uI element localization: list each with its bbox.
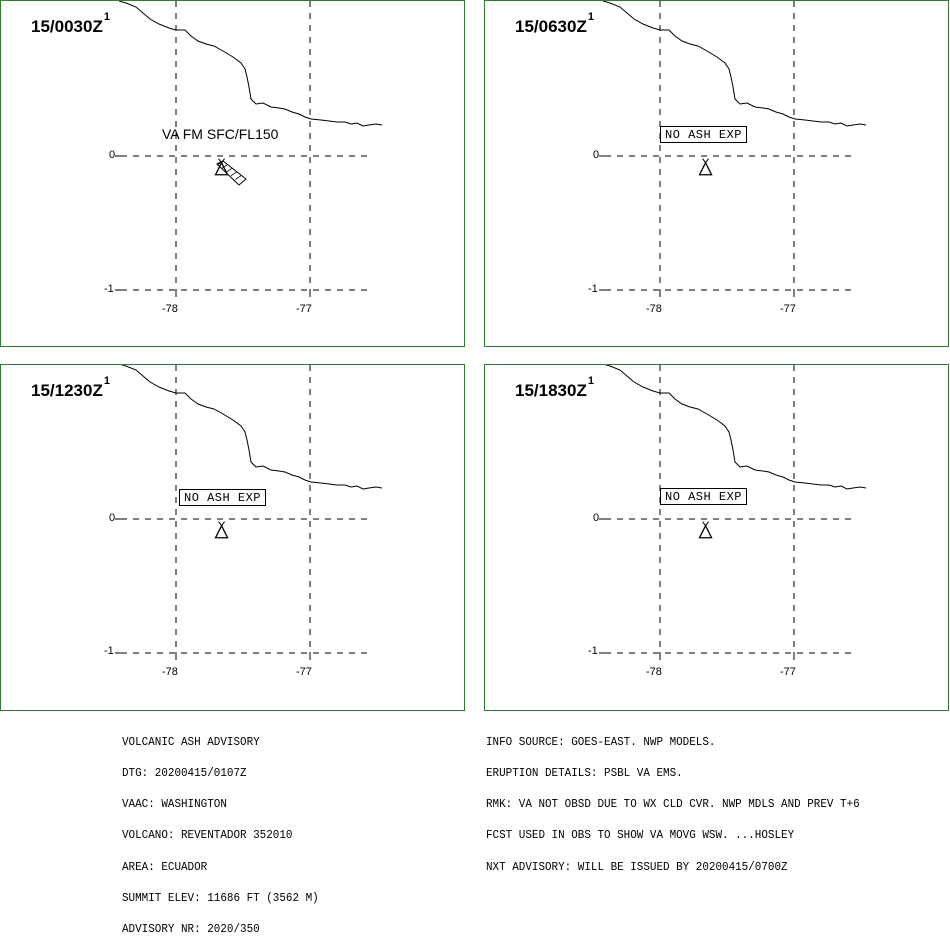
advisory-volcano: VOLCANO: REVENTADOR 352010 [122,829,293,843]
forecast-panel-t12: 15/1230Z1 NO ASH EXP 0 -1 -78 -77 [0,364,465,711]
volcano-plume-right [221,521,225,527]
volcano-plume-left [218,521,222,527]
advisory-summit-elev: SUMMIT ELEV: 11686 FT (3562 M) [122,891,319,905]
coastline [602,1,867,127]
valid-time: 15/0630Z1 [515,11,594,36]
advisory-details-block: INFO SOURCE: GOES-EAST. NWP MODELS. ERUP… [486,717,860,883]
lon-label-77: -77 [780,303,796,315]
coastline [120,365,383,490]
volcano-icon [698,521,713,539]
no-ash-label: NO ASH EXP [660,126,748,143]
hatch-line [216,160,224,166]
advisory-title: VOLCANIC ASH ADVISORY [122,735,260,749]
lon-label-77: -77 [780,666,796,678]
no-ash-label: NO ASH EXP [179,489,267,506]
advisory-dtg: DTG: 20200415/0107Z [122,767,247,781]
forecast-panel-t0: 15/0030Z1 VA FM SFC/FL150 0 -1 -78 -77 [0,0,465,347]
lat-lon-grid [599,1,857,297]
ash-height-label: VA FM SFC/FL150 [162,126,279,142]
advisory-remarks-cont: FCST USED IN OBS TO SHOW VA MOVG WSW. ..… [486,829,795,843]
lon-label-77: -77 [296,666,312,678]
lon-label-78: -78 [162,666,178,678]
forecast-panel-t18: 15/1830Z1 NO ASH EXP 0 -1 -78 -77 [484,364,949,711]
coastline [118,1,383,127]
lat-label-0: 0 [593,512,600,524]
hatch-line [235,175,242,180]
hatch-line [230,171,238,177]
advisory-vaac: VAAC: WASHINGTON [122,798,227,812]
coastline [604,365,867,490]
lat-label-0: 0 [593,149,600,161]
map-canvas [115,1,383,297]
lat-label-minus1: -1 [104,283,114,295]
hatch-line [221,164,228,169]
lat-lon-grid [599,365,857,660]
volcano-triangle [214,161,229,176]
map-canvas [599,365,867,660]
volcano-triangle [698,161,713,176]
lat-label-0: 0 [109,149,116,161]
hatch-line [225,167,233,173]
map-canvas [115,365,383,660]
volcano-icon [698,158,713,176]
lon-label-77: -77 [296,303,312,315]
advisory-remarks: RMK: VA NOT OBSD DUE TO WX CLD CVR. NWP … [486,798,860,812]
advisory-area: AREA: ECUADOR [122,860,208,874]
volcano-icon [214,521,229,539]
lat-label-0: 0 [109,512,116,524]
advisory-number: ADVISORY NR: 2020/350 [122,923,260,937]
no-ash-label: NO ASH EXP [660,488,748,505]
forecast-panel-t6: 15/0630Z1 NO ASH EXP 0 -1 -78 -77 [484,0,949,347]
lon-label-78: -78 [162,303,178,315]
map-canvas [599,1,867,297]
volcano-plume-left [702,158,706,164]
volcano-plume-left [702,521,706,527]
volcano-plume-right [705,521,709,527]
ash-hatch [216,160,242,180]
volcano-triangle [214,524,229,539]
advisory-header-block: VOLCANIC ASH ADVISORY DTG: 20200415/0107… [122,717,319,946]
valid-time: 15/1230Z1 [31,375,110,400]
ash-cloud-polygon [216,160,247,186]
advisory-eruption-details: ERUPTION DETAILS: PSBL VA EMS. [486,767,683,781]
valid-time: 15/0030Z1 [31,11,110,36]
volcano-plume-right [705,158,709,164]
lat-lon-grid [115,365,373,660]
lon-label-78: -78 [646,666,662,678]
lat-label-minus1: -1 [104,645,114,657]
advisory-info-source: INFO SOURCE: GOES-EAST. NWP MODELS. [486,735,716,749]
volcano-triangle [698,524,713,539]
lat-lon-grid [115,1,373,297]
advisory-next: NXT ADVISORY: WILL BE ISSUED BY 20200415… [486,860,788,874]
lon-label-78: -78 [646,303,662,315]
lat-label-minus1: -1 [588,645,598,657]
valid-time: 15/1830Z1 [515,375,594,400]
lat-label-minus1: -1 [588,283,598,295]
